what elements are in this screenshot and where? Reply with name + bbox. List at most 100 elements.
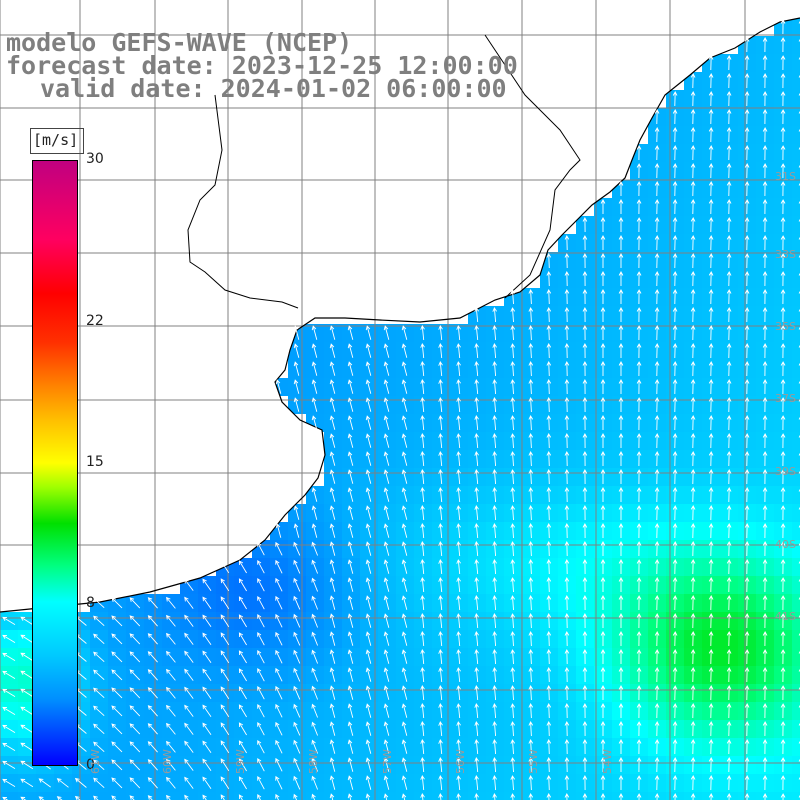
wind-arrow: [564, 649, 570, 665]
wind-arrow: [184, 632, 194, 645]
wind-arrow: [762, 199, 768, 215]
wind-arrow: [347, 613, 354, 628]
wind-arrow: [347, 703, 354, 718]
wind-arrow: [672, 361, 678, 377]
wind-arrow: [311, 361, 318, 376]
wind-arrow: [456, 505, 461, 521]
wind-arrow: [780, 253, 786, 269]
wind-arrow: [582, 379, 588, 395]
wind-arrow: [202, 776, 212, 789]
wind-arrow: [510, 397, 516, 413]
wind-arrow: [582, 739, 588, 755]
wind-arrow: [220, 776, 230, 790]
wind-arrow: [690, 721, 696, 737]
wind-arrow: [238, 686, 247, 700]
wind-arrow: [600, 667, 606, 682]
wind-arrow: [456, 685, 461, 701]
wind-arrow: [20, 778, 34, 788]
wind-arrow: [111, 669, 123, 681]
wind-arrow: [582, 775, 588, 791]
wind-speed-cell: [72, 792, 90, 800]
wind-arrow: [726, 433, 732, 449]
wind-arrow: [311, 487, 318, 502]
wind-arrow: [762, 649, 768, 665]
wind-arrow: [492, 325, 497, 341]
wind-arrow: [293, 631, 301, 646]
wind-arrow: [166, 686, 176, 699]
wind-arrow: [257, 559, 265, 574]
wind-arrow: [365, 451, 372, 466]
wind-arrow: [365, 397, 372, 412]
wind-arrow: [275, 541, 283, 556]
wind-arrow: [708, 793, 714, 800]
wind-arrow: [147, 705, 158, 717]
wind-speed-cell: [792, 756, 800, 774]
wind-arrow: [311, 631, 319, 646]
wind-arrow: [275, 613, 283, 628]
wind-arrow: [347, 685, 354, 700]
wind-arrow: [293, 793, 298, 800]
wind-arrow: [438, 325, 443, 341]
wind-arrow: [275, 703, 283, 718]
wind-arrow: [762, 577, 768, 593]
wind-arrow: [329, 613, 336, 628]
wind-arrow: [708, 775, 714, 791]
wind-speed-cell: [792, 558, 800, 576]
wind-arrow: [293, 775, 301, 790]
wind-arrow: [780, 19, 786, 35]
wind-arrow: [564, 415, 570, 431]
wind-arrow: [492, 451, 497, 467]
wind-arrow: [528, 775, 534, 791]
wind-arrow: [528, 703, 534, 719]
wind-arrow: [618, 505, 624, 520]
wind-arrow: [636, 505, 642, 521]
wind-arrow: [93, 687, 105, 699]
wind-arrow: [582, 433, 588, 449]
wind-arrow: [564, 721, 570, 737]
wind-arrow: [546, 559, 552, 575]
wind-arrow: [708, 541, 714, 557]
wind-arrow: [708, 757, 714, 773]
wind-arrow: [474, 451, 479, 467]
wind-arrow: [401, 595, 408, 610]
wind-arrow: [708, 433, 714, 449]
wind-arrow: [600, 613, 606, 628]
wind-arrow: [546, 451, 552, 467]
wind-arrow: [744, 523, 750, 539]
wind-arrow: [401, 451, 408, 466]
wind-arrow: [365, 541, 372, 556]
wind-arrow: [456, 667, 461, 683]
wind-arrow: [582, 631, 588, 647]
wind-arrow: [636, 667, 642, 683]
wind-arrow: [690, 73, 696, 89]
wind-arrow: [275, 577, 283, 592]
wind-arrow: [202, 704, 212, 717]
wind-arrow: [492, 505, 497, 521]
wind-arrow: [456, 361, 461, 377]
wind-arrow: [2, 778, 16, 787]
wind-arrow: [510, 595, 516, 611]
wind-arrow: [111, 777, 123, 789]
wind-arrow: [654, 109, 660, 125]
wind-arrow: [220, 686, 230, 700]
wind-arrow: [546, 325, 552, 341]
wind-arrow: [456, 451, 461, 467]
wind-arrow: [311, 757, 319, 772]
wind-arrow: [690, 757, 696, 773]
coastline-outline: [0, 17, 800, 613]
colorbar-tick-label: 30: [86, 151, 104, 167]
wind-arrow: [456, 559, 461, 575]
wind-arrow: [129, 759, 141, 771]
wind-arrow: [744, 649, 750, 665]
longitude-label: 55W: [527, 749, 540, 774]
wind-arrow: [365, 757, 372, 772]
wind-arrow: [510, 433, 516, 449]
wind-arrow: [654, 685, 660, 701]
wind-arrow: [293, 361, 300, 376]
wind-arrow: [147, 741, 158, 753]
wind-arrow: [202, 596, 212, 609]
wind-arrow: [618, 199, 624, 214]
wind-arrow: [329, 361, 336, 376]
wind-arrow: [492, 397, 497, 413]
wind-arrow: [474, 631, 479, 647]
